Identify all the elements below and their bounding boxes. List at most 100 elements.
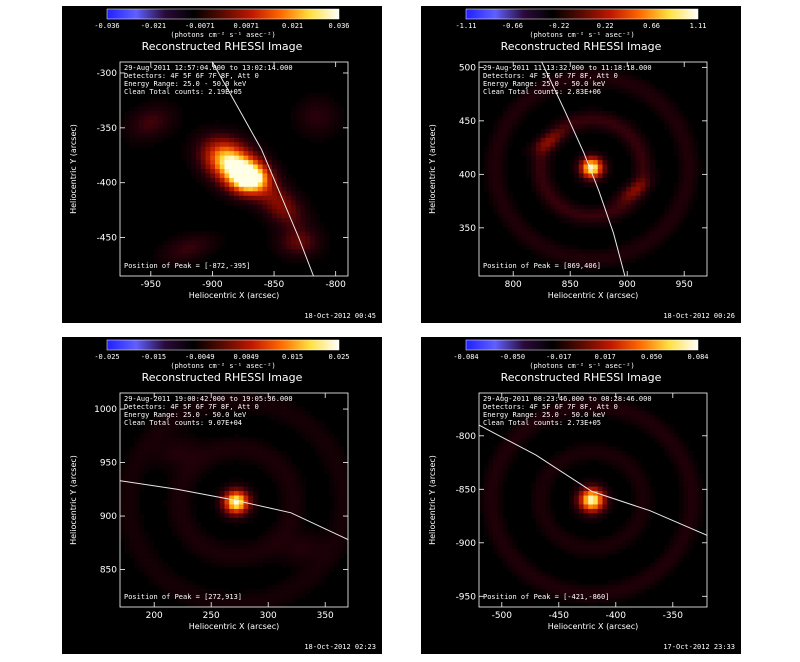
heatmap-cell xyxy=(314,102,321,108)
heatmap-cell xyxy=(583,173,589,179)
heatmap-cell xyxy=(210,169,216,175)
heatmap-cell xyxy=(196,442,202,448)
heatmap-cell xyxy=(186,491,192,497)
heatmap-cell xyxy=(295,235,302,241)
heatmap-cell xyxy=(488,142,494,148)
heatmap-cell xyxy=(234,393,240,399)
heatmap-cell xyxy=(286,200,292,206)
heatmap-cell xyxy=(607,486,613,492)
heatmap-cell xyxy=(248,177,254,183)
heatmap-cell xyxy=(678,540,684,546)
heatmap-cell xyxy=(483,160,490,166)
heatmap-cell xyxy=(200,535,207,541)
heatmap-cell xyxy=(688,177,694,183)
heatmap-cell xyxy=(286,482,292,488)
heatmap-cell xyxy=(324,115,330,121)
heatmap-cell xyxy=(583,106,589,112)
heatmap-cell xyxy=(248,173,254,179)
heatmap-cell xyxy=(224,169,230,175)
heatmap-cell xyxy=(143,553,150,559)
heatmap-cell xyxy=(664,562,670,568)
heatmap-cell xyxy=(550,406,556,412)
heatmap-cell xyxy=(654,218,661,224)
heatmap-cell xyxy=(536,240,542,246)
heatmap-cell xyxy=(153,450,159,457)
heatmap-cell xyxy=(191,164,197,170)
heatmap-cell xyxy=(281,406,287,412)
heatmap-cell xyxy=(305,102,311,108)
heatmap-cell xyxy=(243,504,249,510)
heatmap-cell xyxy=(238,200,245,206)
heatmap-cell xyxy=(588,544,594,550)
heatmap-cell xyxy=(569,119,575,126)
heatmap-cell xyxy=(645,151,651,157)
heatmap-cell xyxy=(191,249,197,255)
heatmap-cell xyxy=(588,258,594,264)
heatmap-cell xyxy=(205,142,211,148)
heatmap-cell xyxy=(654,177,661,183)
heatmap-cell xyxy=(181,406,188,412)
heatmap-cell xyxy=(276,459,283,465)
heatmap-cell xyxy=(502,442,509,448)
heatmap-cell xyxy=(488,169,494,175)
heatmap-cell xyxy=(172,593,178,599)
heatmap-cell xyxy=(286,580,292,586)
heatmap-cell xyxy=(545,535,551,541)
heatmap-cell xyxy=(692,508,699,514)
heatmap-cell xyxy=(167,119,173,126)
heatmap-cell xyxy=(536,137,542,143)
heatmap-cell xyxy=(498,442,504,448)
solar-limb-line xyxy=(541,62,626,276)
heatmap-cell xyxy=(238,495,245,501)
heatmap-cell xyxy=(219,410,226,416)
heatmap-cell xyxy=(267,584,273,590)
heatmap-cell xyxy=(186,450,192,457)
heatmap-cell xyxy=(167,406,173,412)
heatmap-cell xyxy=(631,142,637,148)
heatmap-cell xyxy=(310,557,316,564)
heatmap-cell xyxy=(545,79,551,85)
heatmap-cell xyxy=(602,200,608,206)
heatmap-cell xyxy=(291,580,297,586)
heatmap-cell xyxy=(602,482,608,488)
heatmap-cell xyxy=(545,482,551,488)
heatmap-cell xyxy=(276,191,283,197)
heatmap-cell xyxy=(243,450,249,457)
heatmap-cell xyxy=(200,442,207,448)
total-counts-text: Clean Total counts: 2.73E+05 xyxy=(483,419,601,427)
heatmap-cell xyxy=(200,182,207,188)
heatmap-cell xyxy=(186,249,192,255)
heatmap-cell xyxy=(286,258,292,264)
heatmap-cell xyxy=(177,468,183,474)
heatmap-cell xyxy=(683,486,689,492)
heatmap-cell xyxy=(688,522,694,528)
heatmap-cell xyxy=(678,491,684,497)
heatmap-cell xyxy=(559,598,566,604)
heatmap-cell xyxy=(314,446,321,452)
heatmap-cell xyxy=(488,146,494,152)
heatmap-cell xyxy=(243,482,249,488)
heatmap-cell xyxy=(564,397,570,403)
heatmap-cell xyxy=(200,244,207,250)
heatmap-cell xyxy=(238,186,245,192)
heatmap-cell xyxy=(654,566,661,572)
heatmap-cell xyxy=(683,164,689,170)
heatmap-cell xyxy=(616,75,623,81)
heatmap-cell xyxy=(167,128,173,134)
heatmap-cell xyxy=(324,459,330,465)
y-tick-label: 950 xyxy=(100,459,117,469)
heatmap-cell xyxy=(550,540,556,546)
heatmap-cell xyxy=(253,602,259,607)
heatmap-cell xyxy=(483,522,490,528)
heatmap-cell xyxy=(153,464,159,470)
heatmap-cell xyxy=(234,437,240,443)
heatmap-cell xyxy=(177,401,183,407)
heatmap-cell xyxy=(172,235,178,241)
heatmap-cell xyxy=(555,244,561,250)
heatmap-cell xyxy=(526,437,532,443)
heatmap-cell xyxy=(143,424,150,430)
heatmap-cell xyxy=(314,133,321,139)
heatmap-cell xyxy=(559,410,566,416)
heatmap-cell xyxy=(645,102,651,108)
heatmap-cell xyxy=(253,137,259,143)
